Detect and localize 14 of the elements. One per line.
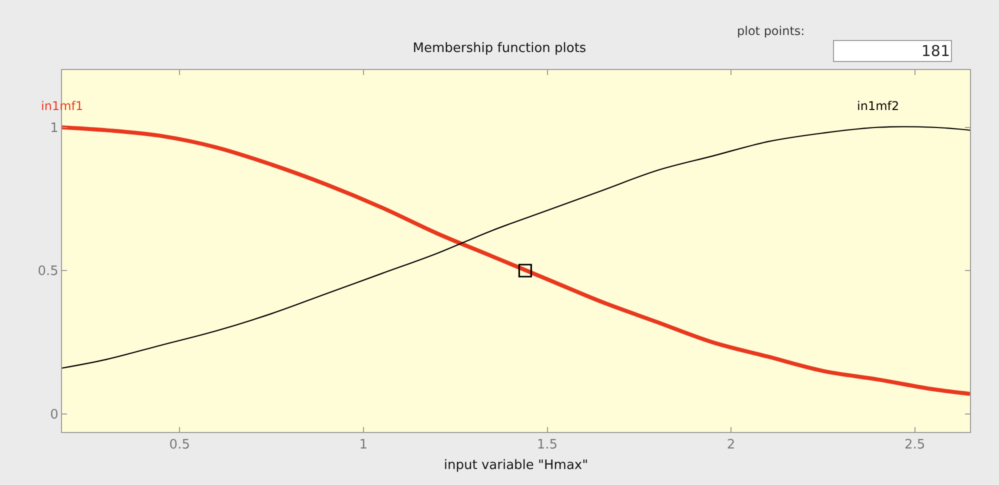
x-axis-title: input variable "Hmax" <box>444 458 588 474</box>
chart-title: Membership function plots <box>412 41 586 56</box>
x-tick-label: 2 <box>726 438 736 453</box>
y-tick-label: 0.5 <box>38 264 58 280</box>
text: plot points: <box>737 24 805 38</box>
y-tick-label: 0 <box>50 407 58 422</box>
series-label: in1mf2 <box>857 99 900 113</box>
x-tick-label: 1 <box>359 438 368 453</box>
text: 181 <box>921 42 950 60</box>
x-tick-label: 0.5 <box>169 438 190 453</box>
x-tick-label: 2.5 <box>904 438 926 453</box>
y-tick-label: 1 <box>50 120 58 136</box>
series-label: in1mf1 <box>41 99 84 113</box>
x-tick-label: 1.5 <box>536 438 558 453</box>
